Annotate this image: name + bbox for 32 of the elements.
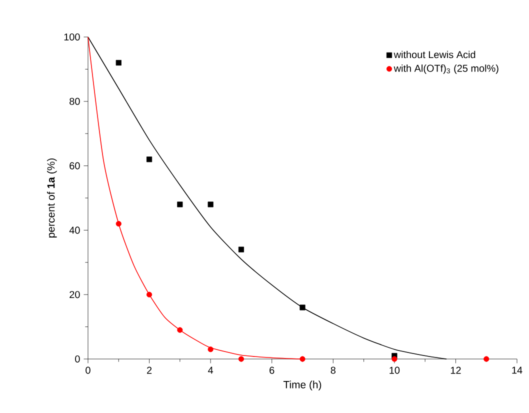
point <box>208 202 214 208</box>
x-tick-label: 0 <box>86 366 90 374</box>
point <box>146 156 152 162</box>
x-tick-label: 10 <box>390 366 400 374</box>
point <box>116 60 122 66</box>
point <box>208 346 214 352</box>
y-tick-label: 40 <box>69 226 80 234</box>
point <box>238 246 244 252</box>
y-tick-label: 60 <box>70 162 80 170</box>
x-tick-label: 14 <box>512 366 522 374</box>
y-tick-label: 80 <box>70 98 80 105</box>
point <box>484 356 490 362</box>
y-tick-label: 100 <box>64 33 80 41</box>
x-axis-title: Time (h) <box>283 380 322 390</box>
y-tick-label: 0 <box>75 355 80 363</box>
point <box>177 202 183 208</box>
legend-label: with Al(OTf)$_{3}$ (25 mol%) <box>394 64 498 74</box>
point <box>238 356 244 362</box>
point <box>300 304 306 310</box>
point <box>116 220 122 227</box>
point <box>146 292 152 298</box>
y-axis-title: percent of 1a (%) <box>47 158 57 238</box>
x-tick-label: 6 <box>270 366 274 374</box>
point <box>392 356 398 362</box>
y-tick-label: 20 <box>70 291 80 298</box>
legend-label: without Lewis Acid <box>394 50 476 58</box>
point <box>300 356 306 362</box>
x-tick-label: 8 <box>330 366 336 374</box>
x-tick-label: 4 <box>208 366 214 374</box>
x-tick-label: 12 <box>450 366 461 374</box>
x-tick-label: 2 <box>147 366 152 374</box>
point <box>177 327 183 333</box>
